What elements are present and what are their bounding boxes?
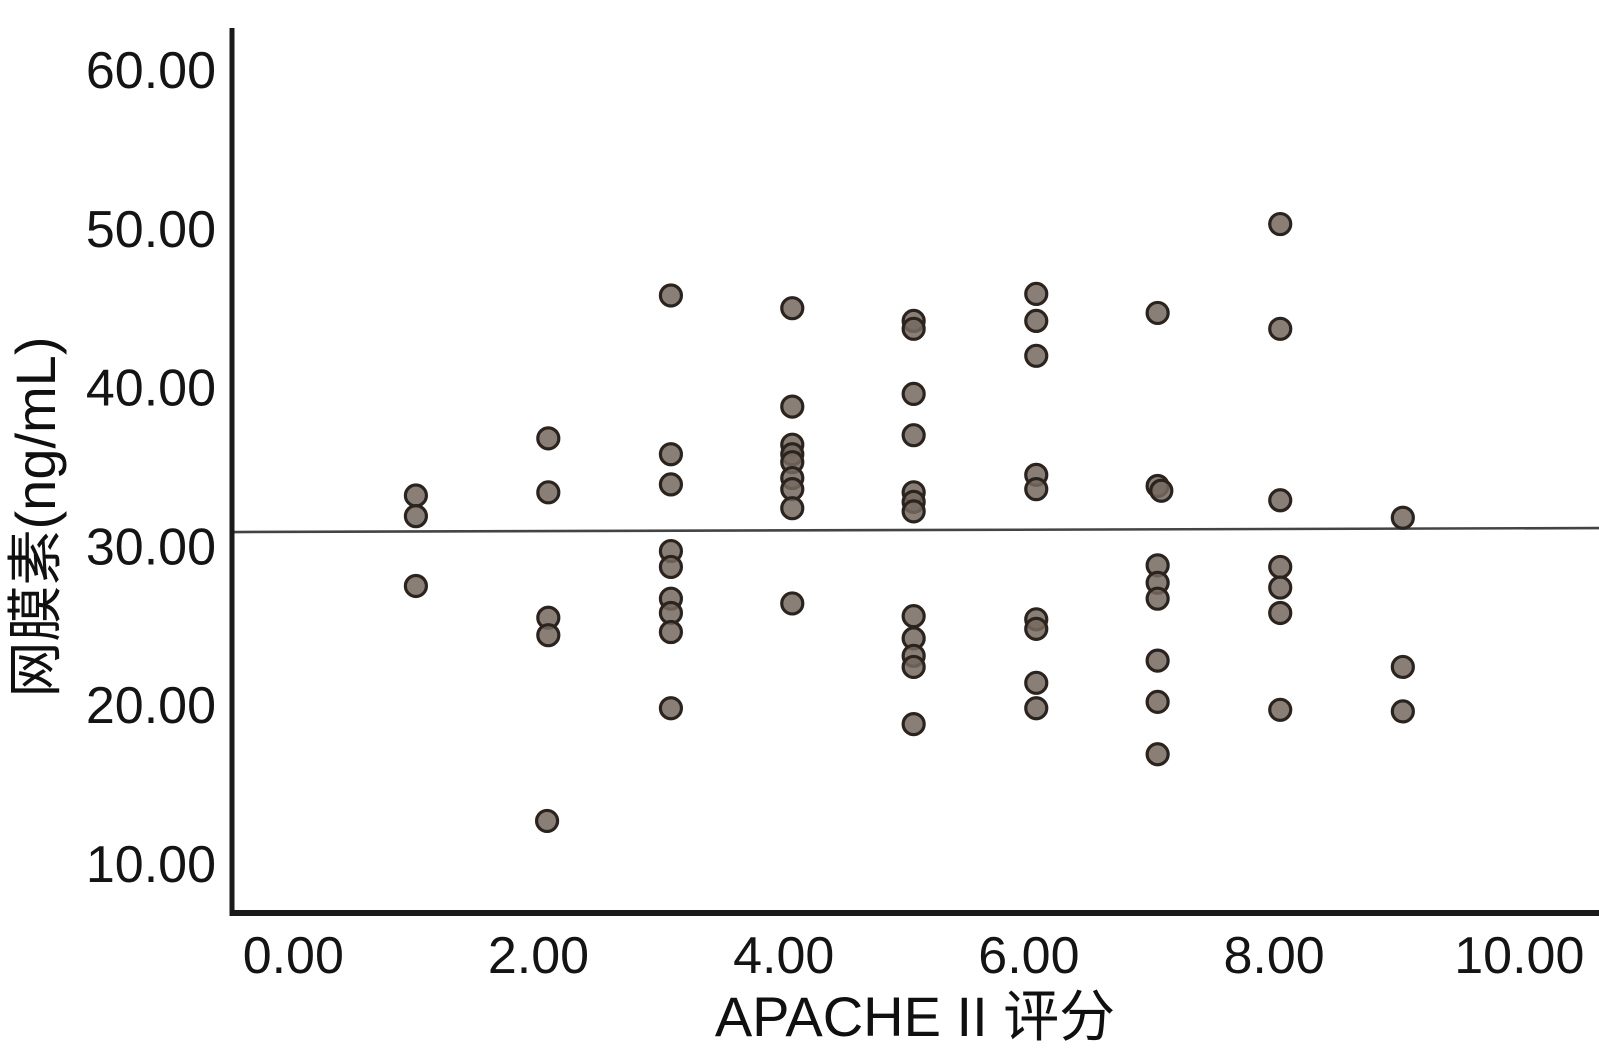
- y-tick-label: 10.00: [86, 836, 216, 894]
- data-point: [536, 426, 561, 451]
- y-tick-label: 50.00: [86, 201, 216, 259]
- data-point: [658, 619, 684, 645]
- x-tick-label: 8.00: [1223, 927, 1324, 985]
- data-point: [1268, 554, 1293, 580]
- data-point: [536, 623, 561, 648]
- x-tick-label: 2.00: [488, 927, 589, 985]
- data-point: [901, 499, 926, 524]
- data-point: [1024, 477, 1049, 502]
- data-point: [780, 296, 805, 321]
- data-points: [403, 211, 1415, 834]
- y-tick-label: 40.00: [86, 360, 216, 418]
- data-point: [1024, 670, 1049, 695]
- data-point: [1145, 742, 1170, 767]
- data-point: [536, 480, 561, 505]
- y-axis-title: 网膜素(ng/mL): [4, 337, 67, 698]
- data-point: [1390, 654, 1415, 680]
- data-point: [658, 472, 684, 497]
- data-point: [658, 696, 684, 721]
- data-point: [1390, 699, 1415, 724]
- data-point: [534, 808, 560, 834]
- data-point: [1145, 586, 1170, 611]
- data-point: [1268, 697, 1293, 722]
- data-point: [1024, 281, 1049, 306]
- data-point: [1268, 211, 1293, 237]
- data-point: [658, 442, 684, 467]
- x-tick-label: 0.00: [243, 927, 344, 985]
- data-point: [403, 504, 429, 529]
- data-point: [1145, 648, 1170, 673]
- data-point: [780, 496, 805, 521]
- x-tick-label: 6.00: [978, 927, 1079, 985]
- x-tick-label: 10.00: [1454, 927, 1584, 985]
- data-point: [1024, 696, 1049, 721]
- regression-line: [234, 526, 1599, 534]
- data-point: [1268, 488, 1293, 513]
- fit-line: [234, 526, 1599, 534]
- data-point: [1149, 478, 1174, 503]
- data-point: [658, 554, 684, 580]
- x-axis-tick-labels: 0.00 2.00 4.00 6.00 8.00 10.00: [243, 927, 1585, 985]
- data-point: [901, 316, 926, 341]
- x-axis-title: APACHE II 评分: [715, 985, 1115, 1048]
- data-point: [780, 591, 805, 616]
- data-point: [1145, 689, 1170, 714]
- y-tick-label: 30.00: [86, 518, 216, 576]
- data-point: [1024, 616, 1049, 641]
- data-point: [403, 573, 429, 599]
- data-point: [658, 283, 684, 308]
- y-tick-label: 60.00: [86, 42, 216, 100]
- axes: [229, 28, 1599, 916]
- data-point: [901, 654, 926, 680]
- data-point: [1024, 343, 1049, 368]
- data-point: [1268, 316, 1293, 341]
- x-tick-label: 4.00: [733, 927, 834, 985]
- y-tick-label: 20.00: [86, 677, 216, 735]
- data-point: [901, 381, 926, 407]
- data-point: [1268, 600, 1293, 626]
- data-point: [901, 711, 926, 737]
- data-point: [901, 604, 926, 629]
- data-point: [780, 394, 805, 419]
- data-point: [1024, 308, 1049, 333]
- data-point: [901, 423, 926, 448]
- data-point: [1390, 505, 1415, 530]
- data-point: [1268, 575, 1293, 600]
- data-point: [1145, 300, 1170, 326]
- y-axis-tick-labels: 10.00 20.00 30.00 40.00 50.00 60.00: [86, 42, 216, 894]
- data-point: [403, 483, 429, 508]
